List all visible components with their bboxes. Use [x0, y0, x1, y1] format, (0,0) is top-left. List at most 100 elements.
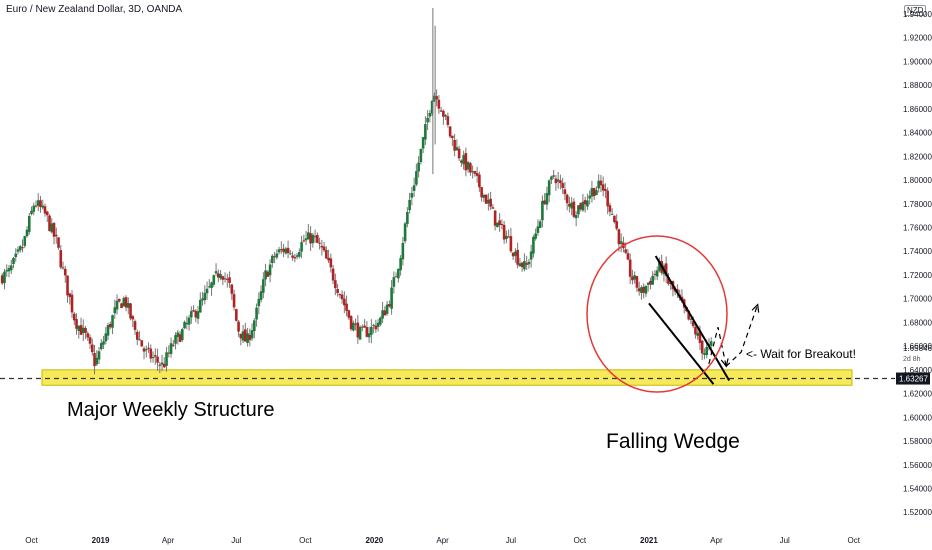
candle-body-up [81, 327, 85, 334]
candle-body-up [126, 303, 130, 308]
candle-body-down [21, 247, 24, 249]
current-price-label: 1.63267 [899, 375, 928, 384]
candle-body-down [318, 242, 321, 244]
candle-body-up [588, 195, 591, 199]
candle-body-up [174, 335, 177, 344]
candle-body-down [437, 99, 441, 109]
candle-body-up [307, 232, 310, 240]
candle-body-down [156, 356, 159, 363]
candle-body-down [509, 236, 513, 252]
candle-body-down [75, 319, 78, 329]
x-tick-label: Jul [780, 536, 790, 545]
x-tick-label: Oct [299, 536, 312, 545]
wedge-upper-line [654, 255, 731, 382]
candle-body-up [361, 326, 364, 328]
candle-body-up [176, 332, 180, 337]
candle-body-down [140, 340, 144, 347]
candle-body-down [223, 278, 227, 280]
candle-body-up [3, 271, 6, 284]
candle-body-down [226, 278, 229, 280]
candle-body-up [570, 202, 573, 209]
candle-body-up [14, 253, 18, 258]
candle-body-down [500, 223, 504, 225]
candle-body-up [30, 210, 33, 215]
arrow-head-2 [751, 303, 760, 313]
candle-body-down [237, 321, 240, 332]
y-tick-label: 1.82000 [903, 152, 932, 161]
candle-body-up [311, 234, 315, 244]
candles [0, 89, 713, 375]
x-tick-label: 2021 [640, 536, 658, 545]
x-tick-label: Jul [506, 536, 516, 545]
candle-body-up [487, 199, 490, 204]
candle-body-up [529, 251, 533, 260]
candle-body-up [556, 179, 560, 182]
candle-body-up [212, 275, 216, 285]
candle-body-down [327, 257, 330, 261]
candle-body-up [284, 248, 288, 254]
candle-body-up [466, 162, 470, 170]
candle-body-up [151, 357, 155, 359]
candle-body-up [417, 162, 420, 172]
candle-body-down [484, 194, 488, 204]
candle-body-down [568, 203, 571, 207]
candle-body-down [687, 310, 690, 320]
candle-body-up [27, 216, 31, 232]
candle-body-up [165, 352, 168, 366]
currency-badge[interactable]: NZD [904, 5, 927, 16]
candle-body-up [257, 298, 261, 307]
y-tick-label: 1.78000 [903, 200, 932, 209]
candle-body-down [90, 344, 94, 353]
candle-body-up [210, 282, 213, 288]
y-tick-label: 1.54000 [903, 484, 932, 493]
candle-body-down [642, 286, 645, 293]
candle-body-up [277, 249, 281, 253]
candle-body-down [347, 310, 351, 318]
candle-body-down [329, 258, 333, 268]
candle-body-down [653, 273, 657, 275]
breakout-label: <- Wait for Breakout! [746, 347, 856, 361]
candle-body-up [462, 155, 465, 165]
candle-body-up [25, 229, 29, 237]
candle-body-down [153, 355, 157, 357]
candle-body-up [381, 310, 384, 319]
candle-body-up [169, 343, 173, 354]
candle-body-down [583, 200, 587, 205]
candle-body-up [541, 200, 544, 221]
candle-body-down [435, 96, 438, 100]
candle-body-down [388, 303, 391, 307]
candle-body-down [108, 324, 112, 328]
candle-body-up [527, 261, 531, 265]
candle-body-up [705, 346, 708, 356]
candle-body-down [316, 234, 319, 243]
candle-body-down [336, 289, 339, 294]
candle-body-up [646, 282, 650, 285]
candle-body-down [54, 234, 58, 237]
candle-body-down [698, 330, 702, 343]
candle-body-down [473, 170, 477, 174]
candle-body-up [190, 311, 193, 318]
current-price-tag [896, 372, 930, 385]
candle-body-down [57, 237, 60, 248]
candle-body-up [514, 251, 517, 256]
candle-body-down [280, 249, 283, 251]
candle-body-up [428, 113, 432, 117]
candle-body-down [147, 347, 150, 349]
candle-body-up [196, 311, 200, 319]
candle-body-up [550, 176, 553, 180]
candle-body-down [525, 263, 528, 265]
candle-body-down [502, 224, 506, 240]
candle-body-down [61, 267, 65, 269]
candle-body-up [201, 298, 204, 301]
candle-body-down [59, 250, 63, 268]
candle-body-up [16, 249, 20, 252]
candle-body-up [358, 326, 362, 340]
candle-body-down [228, 277, 231, 283]
candle-body-up [581, 201, 585, 211]
candle-body-down [320, 245, 324, 248]
candle-body-up [370, 326, 373, 335]
candle-body-down [70, 294, 74, 313]
x-tick-label: 2020 [365, 536, 383, 545]
